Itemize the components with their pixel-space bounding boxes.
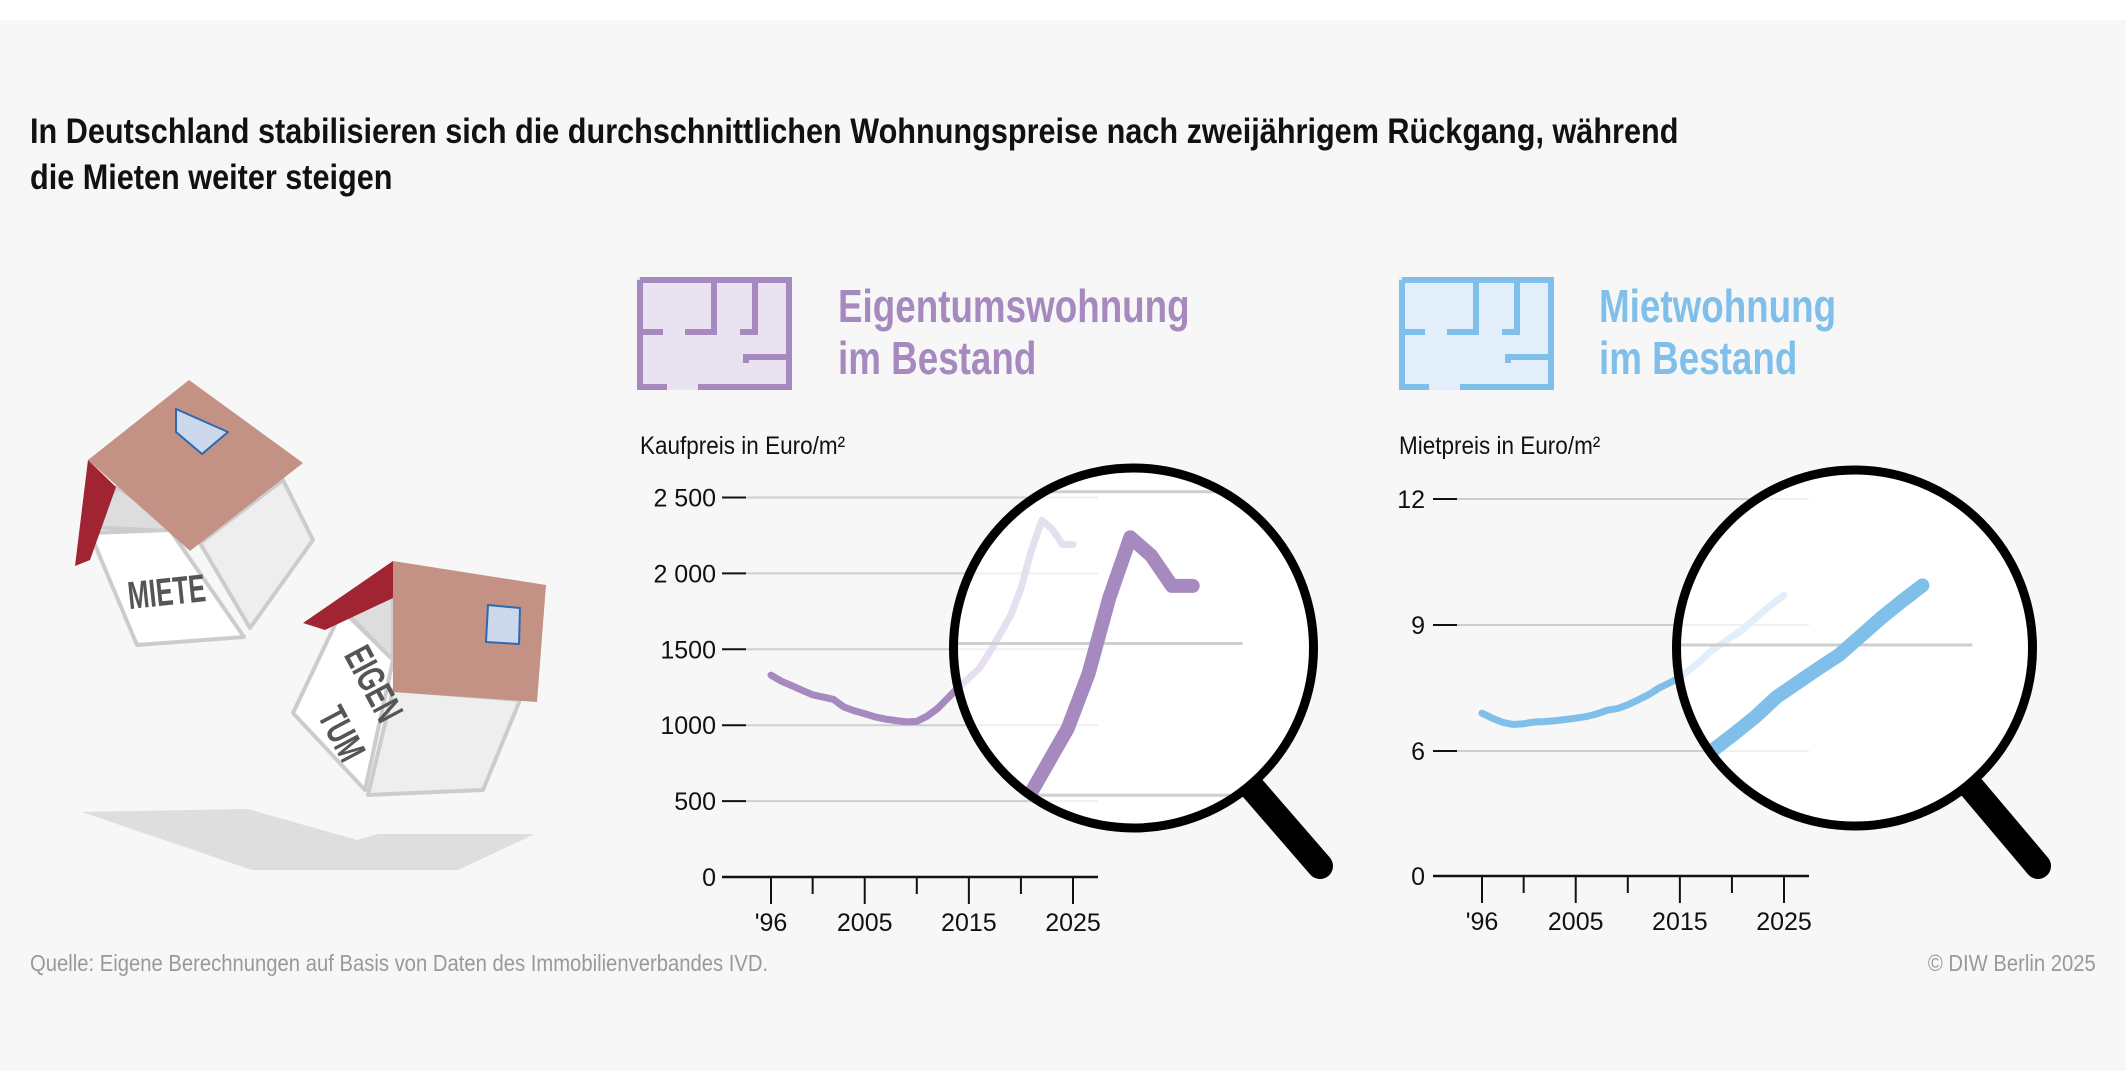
rent-header-line-1: Mietwohnung: [1599, 280, 1837, 332]
lens-background: [953, 468, 1314, 828]
houses-illustration: MIETE EIGEN TUM: [75, 380, 546, 870]
purchase-header-line-2: im Bestand: [838, 332, 1037, 384]
rent-price-chart: 0 6 9 12 '96 2005 2015 2025: [1397, 465, 2051, 936]
x-tick-label: 2015: [1652, 908, 1708, 936]
rent-y-axis-label: Mietpreis in Euro/m²: [1399, 432, 1601, 460]
x-tick-label: '96: [755, 909, 788, 937]
x-tick-label: 2025: [1756, 908, 1812, 936]
y-tick-label: 12: [1397, 486, 1425, 514]
y-tick-label: 1000: [660, 712, 716, 740]
house-own-icon: EIGEN TUM: [291, 561, 546, 797]
floor-plan-icon: [637, 277, 792, 390]
x-tick-label: 2005: [1548, 908, 1604, 936]
title-line-2: die Mieten weiter steigen: [30, 158, 393, 197]
magnified-series-line: [1676, 578, 1930, 778]
faded-series-line: [1676, 591, 1788, 728]
copyright: © DIW Berlin 2025: [1928, 950, 2096, 976]
rent-header-line-2: im Bestand: [1599, 332, 1798, 384]
magnifier-ring-icon: [949, 463, 1318, 833]
y-tick-label: 2 500: [653, 485, 716, 513]
floor-plan-icon: [1399, 277, 1554, 390]
y-tick-label: 6: [1411, 738, 1425, 766]
magnified-series-line: [953, 530, 1200, 828]
source-note: Quelle: Eigene Berechnungen auf Basis vo…: [30, 950, 769, 976]
y-tick-label: 0: [1411, 863, 1425, 891]
magnifier-lens: [1676, 470, 2033, 826]
y-tick-label: 1500: [660, 636, 716, 664]
y-tick-label: 9: [1411, 612, 1425, 640]
house-rent-icon: MIETE: [75, 380, 315, 647]
x-tick-label: 2025: [1045, 909, 1101, 937]
y-tick-label: 500: [674, 788, 716, 816]
title-line-1: In Deutschland stabilisieren sich die du…: [30, 112, 1679, 151]
faded-series-line: [953, 516, 1077, 726]
x-tick-label: '96: [1466, 908, 1499, 936]
magnifier-handle-icon: [1229, 763, 1333, 879]
purchase-header-line-1: Eigentumswohnung: [838, 280, 1190, 332]
magnifier-ring-icon: [1672, 465, 2037, 831]
y-tick-label: 2 000: [653, 560, 716, 588]
purchase-y-axis-label: Kaufpreis in Euro/m²: [640, 432, 846, 460]
shadow: [82, 809, 535, 870]
magnifier-handle-icon: [1949, 763, 2051, 879]
house-rent-label: MIETE: [126, 566, 208, 618]
magnifier-lens: [953, 468, 1314, 828]
x-tick-label: 2015: [941, 909, 997, 937]
magnified-view: [953, 490, 1243, 828]
purchase-price-chart: 0 500 1000 1500 2 000 2 500 '96 2005 2015 2025: [653, 463, 1333, 937]
magnified-view: [1676, 578, 1973, 778]
y-tick-label: 0: [702, 864, 716, 892]
x-tick-label: 2005: [837, 909, 893, 937]
